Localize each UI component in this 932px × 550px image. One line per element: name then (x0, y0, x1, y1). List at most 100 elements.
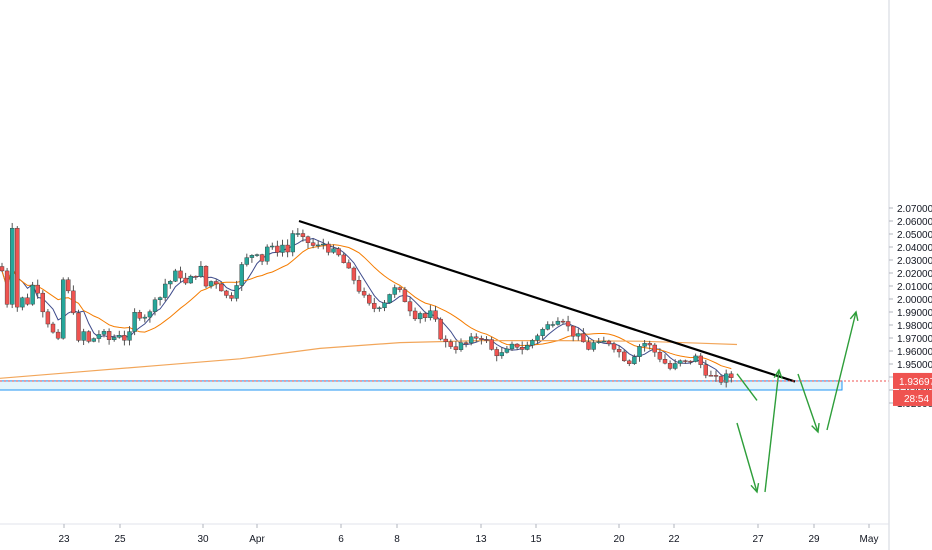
candle[interactable] (601, 336, 606, 343)
candle[interactable] (20, 296, 25, 311)
candle[interactable] (683, 359, 688, 364)
candle[interactable] (35, 279, 40, 299)
candle[interactable] (234, 280, 239, 302)
candle[interactable] (61, 277, 66, 340)
candle[interactable] (168, 279, 173, 289)
candle[interactable] (30, 281, 35, 306)
candle[interactable] (678, 359, 683, 367)
candle[interactable] (418, 311, 423, 324)
candle[interactable] (616, 345, 622, 358)
candle[interactable] (341, 252, 346, 264)
candle[interactable] (336, 247, 341, 257)
candle[interactable] (346, 259, 351, 269)
candle[interactable] (688, 360, 693, 365)
candle[interactable] (698, 352, 703, 369)
candle[interactable] (208, 280, 214, 289)
candle[interactable] (622, 349, 627, 362)
candle[interactable] (387, 293, 392, 304)
candle[interactable] (295, 228, 300, 237)
candle[interactable] (642, 340, 647, 352)
candle[interactable] (586, 338, 591, 351)
candle[interactable] (203, 265, 209, 289)
candle[interactable] (157, 296, 163, 306)
candle[interactable] (142, 314, 148, 323)
candle[interactable] (198, 261, 204, 278)
candle[interactable] (581, 328, 586, 343)
candle[interactable] (183, 272, 188, 285)
moving-average-long[interactable] (0, 340, 738, 379)
candle[interactable] (372, 297, 377, 313)
candle[interactable] (351, 266, 357, 285)
candle[interactable] (310, 238, 316, 249)
candle[interactable] (489, 336, 494, 351)
trendline[interactable] (298, 219, 796, 383)
projection-arrow-1[interactable] (736, 422, 760, 494)
candle[interactable] (71, 285, 76, 315)
candle[interactable] (356, 275, 362, 294)
candle[interactable] (484, 336, 489, 343)
candle[interactable] (91, 337, 97, 343)
candle[interactable] (239, 262, 244, 291)
candle[interactable] (596, 337, 601, 344)
candle[interactable] (499, 346, 504, 359)
candle[interactable] (259, 253, 265, 266)
candle[interactable] (147, 309, 153, 323)
candle[interactable] (479, 335, 484, 345)
candle[interactable] (560, 318, 566, 325)
candle[interactable] (367, 293, 372, 306)
candle[interactable] (673, 359, 678, 371)
candle[interactable] (632, 354, 637, 365)
candle[interactable] (382, 300, 387, 312)
candle[interactable] (402, 286, 408, 303)
candle[interactable] (290, 230, 295, 257)
candle[interactable] (438, 317, 443, 341)
candle[interactable] (591, 339, 596, 352)
candle[interactable] (66, 277, 71, 294)
candle[interactable] (662, 354, 668, 365)
candle[interactable] (565, 315, 571, 332)
candle[interactable] (474, 333, 479, 342)
candle[interactable] (193, 275, 199, 280)
candle[interactable] (397, 286, 402, 293)
candle[interactable] (224, 289, 229, 299)
candle[interactable] (657, 348, 663, 363)
candle[interactable] (127, 326, 132, 346)
candle[interactable] (693, 353, 698, 363)
candle[interactable] (392, 284, 397, 298)
candle[interactable] (162, 278, 168, 302)
candle[interactable] (520, 341, 525, 355)
candle[interactable] (443, 335, 448, 348)
candle[interactable] (724, 369, 729, 388)
candle[interactable] (525, 341, 530, 351)
candle[interactable] (647, 340, 652, 350)
candle[interactable] (428, 305, 433, 321)
candle[interactable] (300, 229, 306, 242)
candle[interactable] (540, 327, 545, 340)
candle[interactable] (509, 341, 515, 351)
candle[interactable] (117, 330, 122, 339)
candle[interactable] (188, 274, 193, 284)
candle[interactable] (9, 222, 15, 309)
candle[interactable] (652, 343, 657, 357)
candle[interactable] (316, 240, 321, 249)
candle[interactable] (25, 293, 30, 306)
candle[interactable] (606, 339, 612, 347)
candle[interactable] (571, 325, 576, 342)
candle[interactable] (729, 371, 734, 383)
candle[interactable] (504, 345, 510, 354)
candle[interactable] (708, 370, 714, 377)
candle[interactable] (101, 328, 107, 338)
candle[interactable] (132, 308, 137, 336)
candle[interactable] (326, 241, 331, 256)
candle[interactable] (76, 309, 81, 343)
projection-arrow-2[interactable] (764, 368, 783, 493)
candle[interactable] (718, 374, 724, 385)
candle[interactable] (270, 242, 275, 250)
candle[interactable] (627, 359, 632, 367)
candle[interactable] (637, 344, 642, 362)
time-axis[interactable]: 23 25 30 Apr 6 8 13 15 20 22 27 29 May (58, 524, 878, 545)
candle[interactable] (178, 266, 183, 283)
candle[interactable] (265, 244, 270, 265)
candle[interactable] (463, 341, 469, 348)
candle[interactable] (213, 279, 219, 289)
